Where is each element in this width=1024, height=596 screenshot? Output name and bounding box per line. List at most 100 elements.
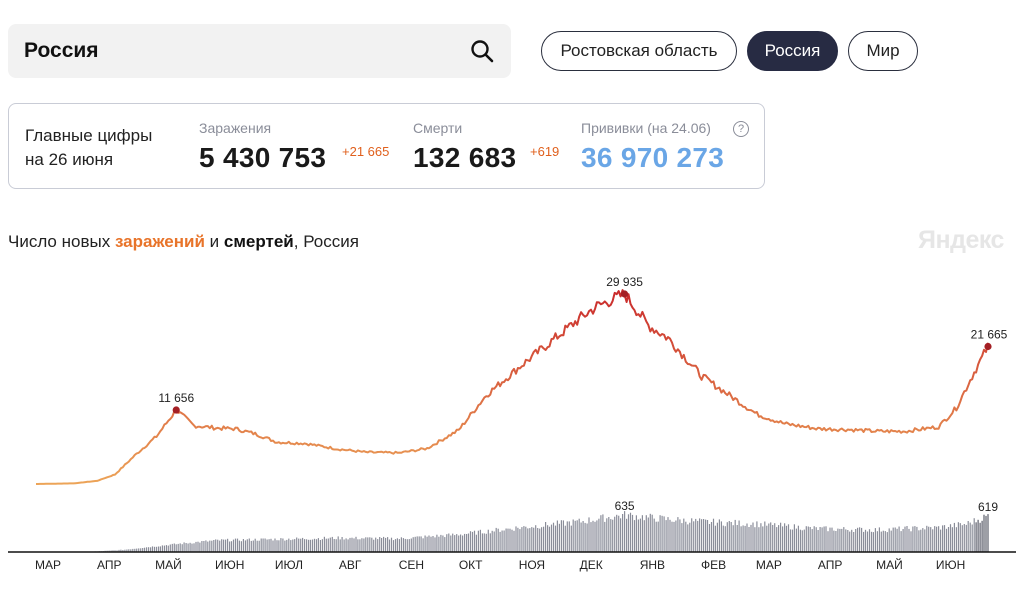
- death-bar: [778, 525, 780, 552]
- death-bar: [187, 543, 189, 552]
- death-bar: [963, 524, 965, 552]
- death-bar: [606, 518, 608, 552]
- death-bar: [444, 537, 446, 552]
- death-bar: [720, 521, 722, 552]
- death-bar: [817, 530, 819, 552]
- death-bar: [949, 524, 952, 552]
- death-bar: [809, 527, 811, 552]
- death-bar: [657, 521, 659, 552]
- death-bar: [578, 518, 580, 552]
- death-bar: [766, 525, 768, 552]
- death-bar: [489, 533, 491, 552]
- region-button-rostov[interactable]: Ростовская область: [541, 31, 737, 71]
- region-button-world[interactable]: Мир: [848, 31, 918, 71]
- death-bar: [626, 518, 628, 552]
- death-bar: [487, 529, 489, 552]
- death-bar: [150, 547, 152, 552]
- search-input[interactable]: [8, 24, 448, 78]
- help-icon[interactable]: ?: [733, 121, 749, 137]
- death-bar: [562, 520, 564, 552]
- death-bar: [675, 520, 677, 552]
- peak-labels: 11 656 29 935 21 665 635 619: [158, 275, 1007, 514]
- death-bar: [227, 538, 229, 552]
- death-bar: [785, 525, 788, 552]
- region-button-russia[interactable]: Россия: [747, 31, 838, 71]
- death-bar: [517, 527, 519, 552]
- death-bar: [789, 529, 792, 552]
- death-bar: [539, 528, 541, 552]
- death-bar: [523, 526, 525, 552]
- death-bar: [693, 521, 695, 552]
- death-bar: [256, 540, 258, 552]
- death-bar: [687, 524, 689, 552]
- death-bar: [784, 523, 786, 552]
- x-tick-label: АПР: [97, 558, 122, 572]
- death-bar: [699, 518, 701, 552]
- death-bar: [588, 517, 590, 552]
- death-bar: [280, 538, 282, 552]
- death-bar: [936, 526, 938, 552]
- x-tick-label: МАР: [756, 558, 782, 572]
- death-bar: [940, 529, 942, 552]
- x-tick-label: ЯНВ: [640, 558, 665, 572]
- death-bar: [851, 529, 853, 552]
- death-bar: [590, 522, 592, 552]
- infections-peak-dot[interactable]: [172, 406, 180, 414]
- death-bar: [479, 529, 481, 552]
- death-bar: [655, 521, 657, 552]
- x-axis-ticks: МАР АПР МАЙ ИЮН ИЮЛ АВГ СЕН ОКТ НОЯ ДЕК ЯНВ ФЕВ МАР А…: [35, 557, 965, 572]
- death-bar: [381, 538, 383, 552]
- death-bar: [385, 537, 387, 552]
- death-bar: [740, 526, 742, 552]
- death-bar: [276, 540, 278, 552]
- death-bar: [780, 522, 782, 552]
- death-bar: [248, 538, 250, 552]
- infections-peak-dot[interactable]: [620, 290, 629, 298]
- death-bar: [278, 540, 280, 552]
- chart-title-deaths: смертей: [223, 232, 294, 251]
- death-bar: [458, 535, 460, 552]
- death-bar: [685, 521, 687, 552]
- death-bar: [436, 534, 438, 552]
- death-bar: [572, 519, 574, 552]
- death-bar: [159, 546, 161, 552]
- death-bar: [732, 525, 734, 552]
- death-bar: [554, 525, 557, 552]
- death-bar: [596, 520, 598, 552]
- death-bar: [163, 545, 165, 552]
- infections-value: 5 430 753: [199, 142, 327, 173]
- death-bar: [614, 516, 616, 552]
- infections-peak-label: 11 656: [158, 391, 194, 405]
- death-bar: [896, 528, 898, 552]
- death-bar: [432, 536, 434, 552]
- death-bar: [383, 536, 385, 552]
- death-bar: [673, 521, 675, 552]
- death-bar: [701, 519, 703, 552]
- death-bar: [217, 539, 219, 552]
- death-bar: [756, 521, 758, 552]
- death-bar: [833, 530, 835, 552]
- infections-peak-dot[interactable]: [984, 342, 992, 351]
- death-bar: [612, 519, 614, 552]
- death-bar: [450, 535, 452, 552]
- death-bar: [705, 519, 707, 552]
- death-bar: [708, 524, 711, 552]
- death-bar: [272, 540, 274, 552]
- death-bar: [734, 519, 736, 552]
- death-bar: [347, 539, 349, 552]
- death-bar: [219, 540, 221, 552]
- death-bar: [545, 522, 547, 552]
- death-bar: [402, 538, 404, 552]
- death-bar: [244, 540, 246, 552]
- search-icon[interactable]: [469, 38, 495, 64]
- death-bar: [592, 520, 594, 552]
- death-bar: [298, 538, 300, 552]
- death-bar: [481, 533, 483, 552]
- death-bar: [313, 538, 316, 552]
- death-bar: [882, 530, 884, 552]
- death-bar: [825, 526, 827, 552]
- death-bar: [566, 521, 568, 552]
- death-bar: [839, 528, 841, 552]
- death-bar: [594, 521, 596, 552]
- death-bar: [254, 538, 256, 552]
